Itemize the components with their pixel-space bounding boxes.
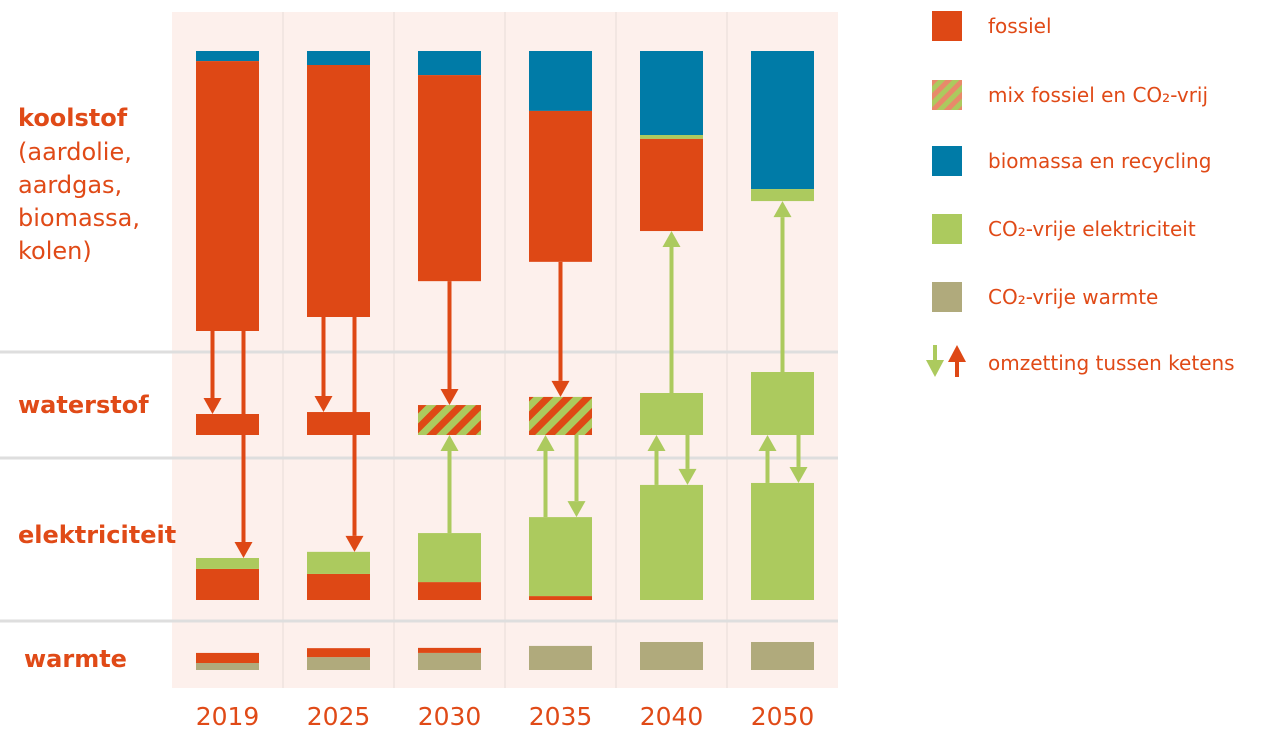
flow-arrow-2050-waterstof-to-koolstof bbox=[773, 201, 792, 372]
bar-elektriciteit-2030-fossiel bbox=[418, 582, 481, 600]
bar-koolstof-2050-biomassa bbox=[751, 51, 814, 190]
row-label-koolstof: koolstof bbox=[18, 104, 128, 132]
legend-label: fossiel bbox=[988, 14, 1052, 38]
bar-elektriciteit-2035-fossiel bbox=[529, 596, 592, 600]
flow-arrow-2035-koolstof-to-waterstof bbox=[551, 261, 570, 397]
flow-arrow-2019-koolstof-to-elektriciteit bbox=[234, 331, 253, 558]
bar-koolstof-2050-elektriciteit bbox=[751, 189, 814, 202]
bar-elektriciteit-2030-elektriciteit bbox=[418, 533, 481, 583]
row-sublabel-koolstof-1: (aardolie, bbox=[18, 138, 132, 166]
bar-elektriciteit-2040-elektriciteit bbox=[640, 484, 703, 600]
year-labels: 2019 2025 2030 2035 2040 2050 bbox=[196, 702, 815, 731]
flow-arrow-2025-koolstof-to-waterstof bbox=[314, 317, 333, 413]
row-sublabel-koolstof-4: kolen) bbox=[18, 237, 92, 265]
bar-koolstof-2035-biomassa bbox=[529, 51, 592, 111]
legend-item-biomassa: biomassa en recycling bbox=[932, 146, 1211, 176]
year-label-2019: 2019 bbox=[196, 702, 260, 731]
legend-swatch-fossiel bbox=[932, 11, 962, 41]
arrow-up-icon bbox=[948, 345, 966, 377]
bar-koolstof-2040-fossiel bbox=[640, 138, 703, 232]
bar-koolstof-2030-biomassa bbox=[418, 51, 481, 76]
bar-koolstof-2035-fossiel bbox=[529, 110, 592, 262]
flow-arrow-2019-koolstof-to-waterstof bbox=[203, 331, 222, 414]
bar-koolstof-2025-fossiel bbox=[307, 65, 370, 317]
row-label-warmte: warmte bbox=[24, 645, 127, 673]
bar-waterstof-2050-elektriciteit bbox=[751, 372, 814, 435]
bar-warmte-2025-warmte bbox=[307, 657, 370, 670]
bar-warmte-2019-fossiel bbox=[196, 652, 259, 663]
bar-elektriciteit-2025-fossiel bbox=[307, 573, 370, 600]
flow-arrow-2040-elektriciteit-to-waterstof bbox=[647, 435, 666, 485]
bar-koolstof-2019-biomassa bbox=[196, 51, 259, 62]
bar-warmte-2050-warmte bbox=[751, 642, 814, 670]
bar-koolstof-2030-fossiel bbox=[418, 75, 481, 282]
bar-elektriciteit-2019-elektriciteit bbox=[196, 558, 259, 569]
flow-arrow-2050-elektriciteit-to-waterstof bbox=[758, 435, 777, 483]
flow-arrow-2035-waterstof-to-elektriciteit bbox=[567, 435, 586, 518]
year-label-2035: 2035 bbox=[529, 702, 593, 731]
bar-koolstof-2040-elektriciteit bbox=[640, 135, 703, 139]
year-label-2030: 2030 bbox=[418, 702, 482, 731]
flow-arrow-2025-koolstof-to-elektriciteit bbox=[345, 317, 364, 552]
legend-item-elektriciteit: CO₂-vrije elektriciteit bbox=[932, 214, 1196, 244]
row-labels: koolstof (aardolie, aardgas, biomassa, k… bbox=[18, 104, 176, 673]
legend-label: omzetting tussen ketens bbox=[988, 351, 1235, 375]
legend-label: CO₂-vrije elektriciteit bbox=[988, 217, 1196, 241]
row-label-elektriciteit: elektriciteit bbox=[18, 521, 176, 549]
flow-arrow-2035-elektriciteit-to-waterstof bbox=[536, 435, 555, 518]
flow-arrow-2030-koolstof-to-waterstof bbox=[440, 281, 459, 406]
legend-item-warmte: CO₂-vrije warmte bbox=[932, 282, 1158, 312]
legend-item-fossiel: fossiel bbox=[932, 11, 1052, 41]
bar-elektriciteit-2050-elektriciteit bbox=[751, 482, 814, 600]
bar-waterstof-2040-elektriciteit bbox=[640, 393, 703, 435]
legend-swatch-warmte bbox=[932, 282, 962, 312]
bar-koolstof-2025-biomassa bbox=[307, 51, 370, 65]
bar-waterstof-2025-fossiel bbox=[307, 412, 370, 435]
row-sublabel-koolstof-3: biomassa, bbox=[18, 204, 140, 232]
flow-arrow-2030-elektriciteit-to-waterstof bbox=[440, 435, 459, 534]
flow-arrow-2040-waterstof-to-elektriciteit bbox=[678, 435, 697, 485]
legend-label: mix fossiel en CO₂-vrij bbox=[988, 83, 1208, 107]
legend: fossiel mix fossiel en CO₂-vrij biomassa… bbox=[926, 11, 1235, 377]
row-sublabel-koolstof-2: aardgas, bbox=[18, 171, 122, 199]
bar-elektriciteit-2019-fossiel bbox=[196, 568, 259, 600]
bar-warmte-2030-fossiel bbox=[418, 647, 481, 653]
legend-label: CO₂-vrije warmte bbox=[988, 285, 1158, 309]
bar-waterstof-2019-fossiel bbox=[196, 414, 259, 435]
legend-swatch-elektriciteit bbox=[932, 214, 962, 244]
arrow-down-icon bbox=[926, 345, 944, 377]
row-label-waterstof: waterstof bbox=[18, 391, 149, 419]
legend-item-mix: mix fossiel en CO₂-vrij bbox=[932, 80, 1208, 110]
bar-warmte-2040-warmte bbox=[640, 642, 703, 670]
bar-warmte-2030-warmte bbox=[418, 652, 481, 670]
bar-elektriciteit-2035-elektriciteit bbox=[529, 517, 592, 597]
bar-koolstof-2019-fossiel bbox=[196, 61, 259, 331]
bar-warmte-2025-fossiel bbox=[307, 648, 370, 658]
bar-elektriciteit-2025-elektriciteit bbox=[307, 551, 370, 574]
year-label-2050: 2050 bbox=[751, 702, 815, 731]
legend-swatch-biomassa bbox=[932, 146, 962, 176]
bar-waterstof-2035-mix bbox=[529, 396, 592, 435]
bar-warmte-2019-warmte bbox=[196, 663, 259, 670]
bar-koolstof-2040-biomassa bbox=[640, 51, 703, 135]
bar-warmte-2035-warmte bbox=[529, 645, 592, 670]
flow-arrow-2040-waterstof-to-koolstof bbox=[662, 231, 681, 393]
flow-arrow-2050-waterstof-to-elektriciteit bbox=[789, 435, 808, 483]
year-label-2040: 2040 bbox=[640, 702, 704, 731]
year-label-2025: 2025 bbox=[307, 702, 371, 731]
legend-label: biomassa en recycling bbox=[988, 149, 1211, 173]
legend-item-arrows: omzetting tussen ketens bbox=[926, 345, 1235, 377]
legend-swatch-mix bbox=[932, 80, 962, 110]
bar-waterstof-2030-mix bbox=[418, 405, 481, 435]
